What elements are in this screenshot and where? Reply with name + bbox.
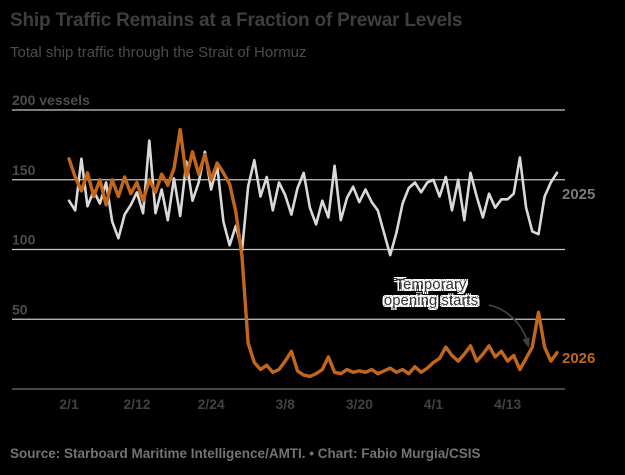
x-tick-label-2/24: 2/24 [197,396,224,412]
chart-subtitle: Total ship traffic through the Strait of… [10,44,307,61]
source-note: Source: Starboard Maritime Intelligence/… [10,446,481,461]
y-tick-label-50: 50 [12,301,28,317]
x-tick-label-3/20: 3/20 [346,396,373,412]
line-2026 [67,127,559,379]
annotation-line-2: opening starts [383,292,479,309]
x-tick-label-2/1: 2/1 [59,396,79,412]
annotation-temporary-opening: Temporary opening starts [376,277,486,309]
annotation-arrowhead [522,337,530,348]
y-tick-label-150: 150 [12,162,36,178]
annotation-line-1: Temporary [395,276,467,293]
x-tick-label-2/12: 2/12 [123,396,150,412]
line-2025 [67,139,559,257]
x-tick-label-4/1: 4/1 [424,396,444,412]
series-label-2025: 2025 [562,186,596,203]
series-label-2026: 2026 [562,350,596,367]
y-tick-label-200: 200 vessels [12,92,90,108]
annotation-arrow [488,304,528,341]
chart-title: Ship Traffic Remains at a Fraction of Pr… [10,10,463,31]
x-tick-label-4/13: 4/13 [494,396,521,412]
y-tick-label-100: 100 [12,232,36,248]
x-tick-label-3/8: 3/8 [275,396,295,412]
